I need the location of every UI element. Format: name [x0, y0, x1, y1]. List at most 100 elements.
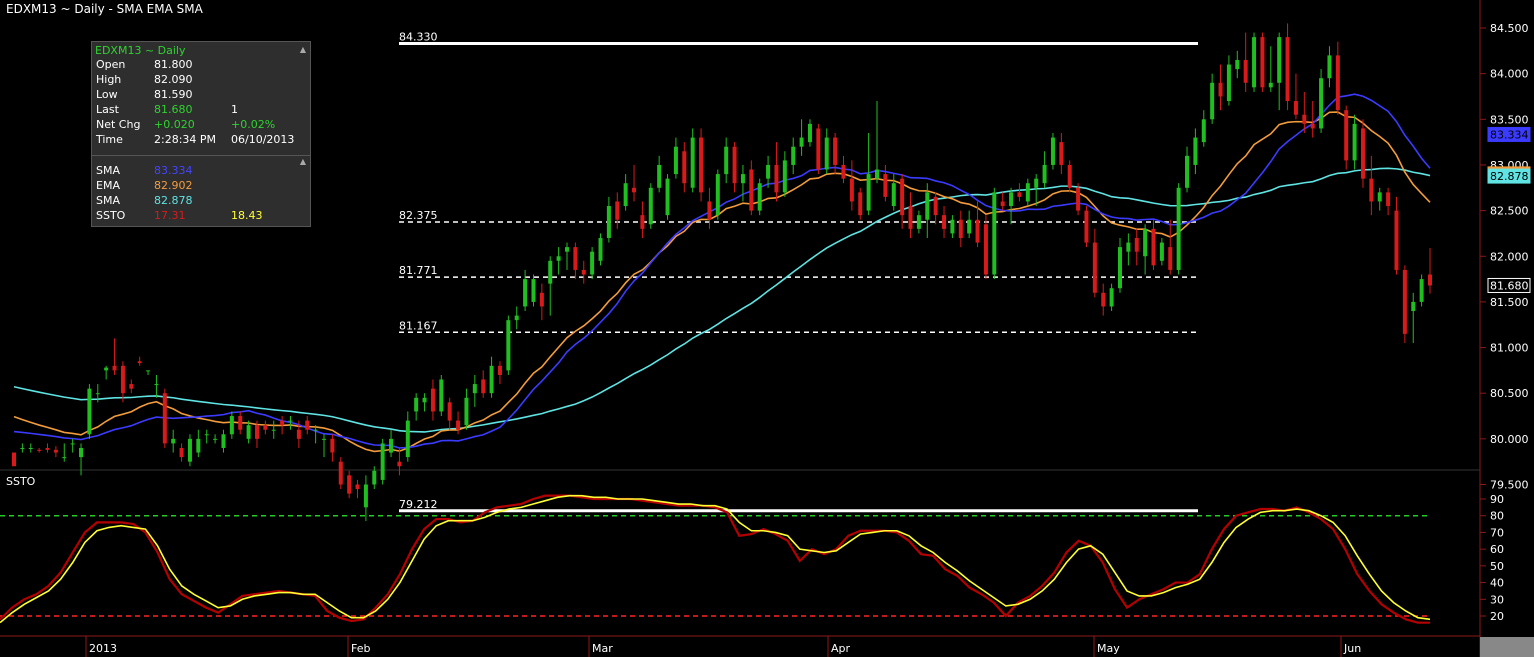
- candle-body: [355, 484, 360, 490]
- candle-body: [615, 201, 620, 220]
- collapse-arrow-icon[interactable]: ▲: [299, 45, 306, 54]
- candle-body: [1235, 59, 1240, 70]
- candle-body: [79, 447, 84, 458]
- candle-body: [623, 183, 628, 207]
- candle-body: [246, 425, 251, 439]
- candle-body: [37, 449, 42, 451]
- candle-body: [732, 146, 737, 184]
- candle-body: [1218, 82, 1223, 97]
- price-tick-label: 82.500: [1490, 205, 1529, 218]
- row-label: EMA: [96, 179, 120, 192]
- candle-body: [1076, 187, 1081, 211]
- candle-body: [1000, 201, 1005, 207]
- candle-body: [1411, 301, 1416, 312]
- candle-body: [422, 397, 427, 403]
- candle-body: [1252, 37, 1257, 88]
- candle-body: [749, 169, 754, 211]
- candle-body: [1034, 178, 1039, 188]
- level-label: 79.212: [399, 498, 438, 511]
- ssto-k-line: [0, 494, 1430, 624]
- candle-body: [958, 219, 963, 238]
- candle-body: [405, 420, 410, 458]
- row-value: 81.590: [154, 88, 193, 101]
- data-row: SMA 82.878: [96, 194, 306, 209]
- price-tick-label: 82.000: [1490, 250, 1529, 263]
- sma-slow-line: [13, 167, 1431, 433]
- candle-body: [799, 137, 804, 147]
- data-row: Open 81.800: [96, 58, 306, 73]
- candle-body: [87, 388, 92, 435]
- price-tag-label: 82.878: [1490, 170, 1529, 183]
- candle-body: [1277, 37, 1282, 83]
- candle-body: [690, 137, 695, 188]
- candle-body: [866, 174, 871, 211]
- candle-body: [497, 365, 502, 375]
- data-window-title: EDXM13 ~ Daily: [95, 44, 186, 57]
- collapse-arrow-icon[interactable]: ▲: [299, 157, 306, 166]
- candle-body: [1151, 228, 1156, 266]
- data-row: Low 81.590: [96, 88, 306, 103]
- candle-body: [53, 449, 58, 453]
- candle-body: [129, 384, 134, 389]
- candle-body: [120, 365, 125, 394]
- candle-body: [699, 137, 704, 193]
- candle-body: [146, 370, 151, 372]
- data-row: High 82.090: [96, 73, 306, 88]
- ssto-label: SSTO: [6, 475, 36, 488]
- row-label: SSTO: [96, 209, 126, 222]
- candles: [12, 23, 1432, 522]
- candle-body: [983, 224, 988, 275]
- data-row: SMA 83.334: [96, 164, 306, 179]
- moving-averages: [13, 93, 1431, 453]
- candle-body: [313, 429, 318, 431]
- candle-body: [564, 247, 569, 252]
- candle-body: [464, 397, 469, 426]
- price-tag: [1487, 126, 1531, 142]
- price-tick-label: 81.000: [1490, 342, 1529, 355]
- candle-body: [1009, 192, 1014, 207]
- candle-body: [1126, 242, 1131, 252]
- ssto-tick-label: 90: [1490, 493, 1504, 506]
- candle-body: [774, 164, 779, 193]
- candle-body: [1109, 288, 1114, 307]
- row-label: Net Chg: [96, 118, 141, 131]
- candle-body: [322, 438, 327, 440]
- candle-body: [187, 438, 192, 462]
- row-label: Time: [96, 133, 123, 146]
- candle-body: [162, 393, 167, 444]
- candle-body: [1419, 279, 1424, 302]
- candle-body: [1134, 237, 1139, 252]
- scrollbar[interactable]: [1480, 637, 1534, 657]
- candle-body: [908, 206, 913, 229]
- candle-body: [171, 438, 176, 444]
- candle-body: [1352, 123, 1357, 161]
- candle-body: [707, 201, 712, 220]
- candle-body: [590, 251, 595, 275]
- candle-body: [489, 365, 494, 394]
- candle-body: [1042, 164, 1047, 184]
- price-tick-label: 79.500: [1490, 479, 1529, 492]
- candle-body: [1201, 119, 1206, 143]
- candle-body: [296, 429, 301, 439]
- row-value: 81.800: [154, 58, 193, 71]
- candle-body: [766, 164, 771, 179]
- candle-body: [45, 447, 50, 450]
- candle-body: [967, 219, 972, 234]
- candle-body: [657, 164, 662, 188]
- candle-body: [1101, 292, 1106, 307]
- candle-body: [397, 461, 402, 467]
- level-label: 84.330: [399, 31, 438, 44]
- candle-body: [1285, 37, 1290, 102]
- price-tick-label: 84.000: [1490, 68, 1529, 81]
- data-row: Time 2:28:34 PM 06/10/2013: [96, 133, 306, 148]
- candle-body: [95, 393, 100, 395]
- candle-body: [1293, 101, 1298, 115]
- candle-body: [104, 367, 109, 371]
- row-value-2: 1: [231, 103, 238, 116]
- row-value-2: +0.02%: [231, 118, 276, 131]
- data-window[interactable]: EDXM13 ~ Daily ▲ Open 81.800 High 82.090 Low…: [91, 41, 311, 227]
- candle-body: [1092, 242, 1097, 293]
- candle-body: [12, 452, 16, 467]
- candle-body: [1050, 137, 1055, 165]
